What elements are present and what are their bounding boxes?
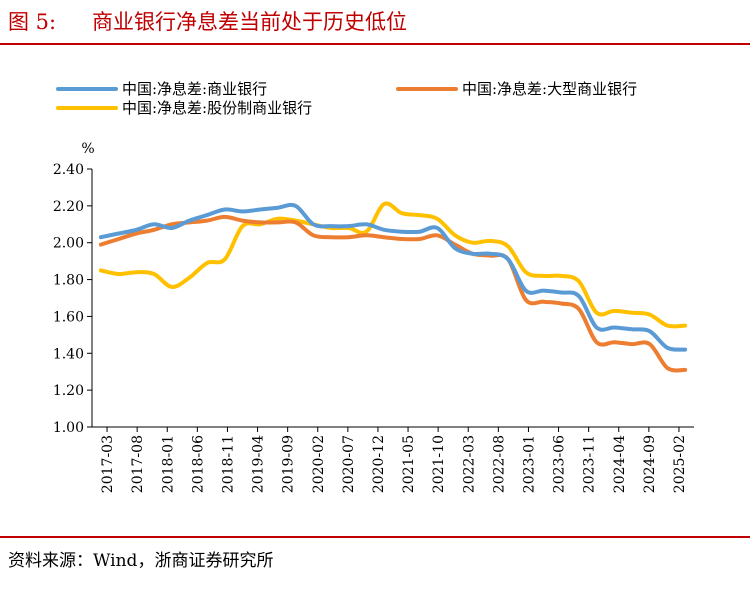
y-axis: 1.00 1.20 1.40 1.60 1.80 2.00 2.20 2.40 bbox=[53, 162, 93, 436]
y-tick-label: 1.20 bbox=[53, 383, 84, 399]
x-tick-label: 2025-02 bbox=[672, 435, 688, 493]
x-tick-label: 2020-12 bbox=[371, 435, 387, 493]
y-tick-label: 2.20 bbox=[53, 199, 84, 215]
source-note: 资料来源：Wind，浙商证券研究所 bbox=[8, 551, 274, 571]
x-tick-label: 2020-02 bbox=[311, 435, 327, 493]
x-tick-label: 2022-03 bbox=[461, 435, 477, 493]
x-tick-label: 2023-11 bbox=[582, 435, 598, 493]
x-tick-label: 2017-03 bbox=[100, 435, 116, 493]
y-tick-label: 2.40 bbox=[53, 162, 84, 178]
figure-number: 图 5: bbox=[8, 10, 57, 34]
x-tick-label: 2019-09 bbox=[281, 435, 297, 493]
x-tick-label: 2023-01 bbox=[521, 435, 537, 493]
y-tick-label: 1.00 bbox=[53, 420, 84, 436]
x-tick-label: 2018-06 bbox=[190, 435, 206, 493]
figure-title: 图 5: 商业银行净息差当前处于历史低位 bbox=[8, 4, 407, 40]
x-tick-label: 2023-06 bbox=[552, 435, 568, 493]
x-tick-label: 2022-08 bbox=[491, 435, 507, 493]
y-tick-label: 2.00 bbox=[53, 236, 84, 252]
x-tick-label: 2018-01 bbox=[160, 435, 176, 493]
series-line-0 bbox=[98, 202, 688, 352]
y-axis-unit-label: % bbox=[81, 141, 94, 157]
x-tick-label: 2021-10 bbox=[431, 435, 447, 493]
x-tick-label: 2020-07 bbox=[341, 435, 357, 493]
figure-title-text: 商业银行净息差当前处于历史低位 bbox=[92, 10, 407, 34]
x-tick-label: 2017-08 bbox=[130, 435, 146, 493]
y-tick-label: 1.40 bbox=[53, 346, 84, 362]
legend-label-0: 中国:净息差:商业银行 bbox=[122, 80, 267, 98]
x-tick-label: 2021-05 bbox=[401, 435, 417, 493]
x-axis: 2017-03 2017-08 2018-01 2018-06 2018-11 2019-… bbox=[92, 426, 694, 493]
series-lines bbox=[98, 201, 688, 373]
x-tick-label: 2018-11 bbox=[220, 435, 236, 493]
y-tick-label: 1.80 bbox=[53, 273, 84, 289]
x-tick-label: 2019-04 bbox=[251, 435, 267, 493]
title-rule bbox=[0, 43, 750, 45]
y-tick-label: 1.60 bbox=[53, 309, 84, 325]
legend-label-2: 中国:净息差:股份制商业银行 bbox=[122, 99, 312, 117]
legend-label-1: 中国:净息差:大型商业银行 bbox=[462, 80, 637, 98]
x-tick-label: 2024-04 bbox=[612, 435, 628, 493]
source-rule bbox=[0, 536, 750, 538]
series-line-1 bbox=[98, 214, 688, 373]
x-tick-label: 2024-09 bbox=[642, 435, 658, 493]
series-line-2 bbox=[98, 201, 688, 329]
